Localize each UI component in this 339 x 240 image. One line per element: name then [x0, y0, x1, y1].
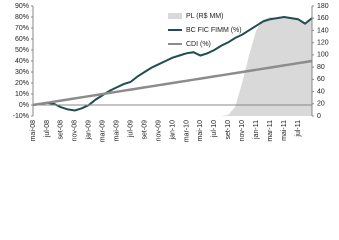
y-tick-label: 20% [15, 80, 29, 87]
y-tick-label: 40% [15, 58, 29, 65]
x-tick-label: jul-09 [127, 120, 134, 138]
legend-swatch [168, 13, 182, 19]
y-tick-label: 90% [15, 3, 29, 10]
x-tick-label: jul-10 [211, 120, 218, 138]
line [32, 15, 313, 112]
x-tick-label: mai-11 [281, 120, 288, 141]
y2-tick-label: 20 [317, 101, 325, 108]
y2-tick-label: 40 [317, 88, 325, 95]
x-tick-label: set-09 [141, 120, 148, 140]
y-tick-label: 30% [15, 69, 29, 76]
legend-label: CDI (%) [186, 41, 211, 48]
x-tick-label: jan-11 [253, 120, 260, 140]
x-tick-label: jan-09 [86, 120, 93, 141]
y-tick-label: 60% [15, 36, 29, 43]
y2-tick-label: 120 [317, 40, 329, 47]
x-tick-label: nov-09 [155, 120, 162, 142]
x-tick-label: mai-10 [197, 120, 204, 142]
y-tick-label: 0% [19, 102, 29, 109]
x-tick-label: mar-10 [183, 120, 190, 142]
x-tick-label: jan-10 [169, 120, 176, 141]
x-tick-label: mai-08 [30, 120, 37, 142]
y2-tick-label: 60 [317, 76, 325, 83]
area [33, 17, 312, 116]
x-tick-label: set-10 [225, 120, 232, 140]
y2-tick-label: 80 [317, 64, 325, 71]
x-tick-label: mar-11 [267, 120, 274, 142]
x-tick-label: nov-08 [72, 120, 79, 142]
y-tick-label: 80% [15, 14, 29, 21]
y-tick-label: 70% [15, 25, 29, 32]
legend-label: BC FIC FIMM (%) [186, 27, 242, 34]
y2-tick-label: 0 [317, 113, 321, 120]
line [32, 59, 313, 107]
x-tick-label: mar-09 [100, 120, 107, 142]
x-tick-label: mai-09 [114, 120, 121, 142]
y2-tick-label: 140 [317, 27, 329, 34]
chart: -10% 0% 10% 20% 30% 40% 50% 60% 70% 80% 90% 0 20 40 60… [13, 3, 329, 142]
y-tick-label: 50% [15, 47, 29, 54]
y2-tick-label: 160 [317, 15, 329, 22]
x-tick-label: nov-10 [239, 120, 246, 142]
x-tick-label: jul-08 [44, 120, 51, 138]
y-tick-label: 10% [15, 91, 29, 98]
x-tick-label: set-08 [58, 120, 65, 140]
y2-tick-label: 100 [317, 52, 329, 59]
y-tick-label: -10% [13, 113, 29, 120]
y2-tick-label: 180 [317, 3, 329, 10]
x-tick-label: jul-11 [295, 120, 302, 138]
legend-label: PL (R$ MM) [186, 13, 223, 20]
